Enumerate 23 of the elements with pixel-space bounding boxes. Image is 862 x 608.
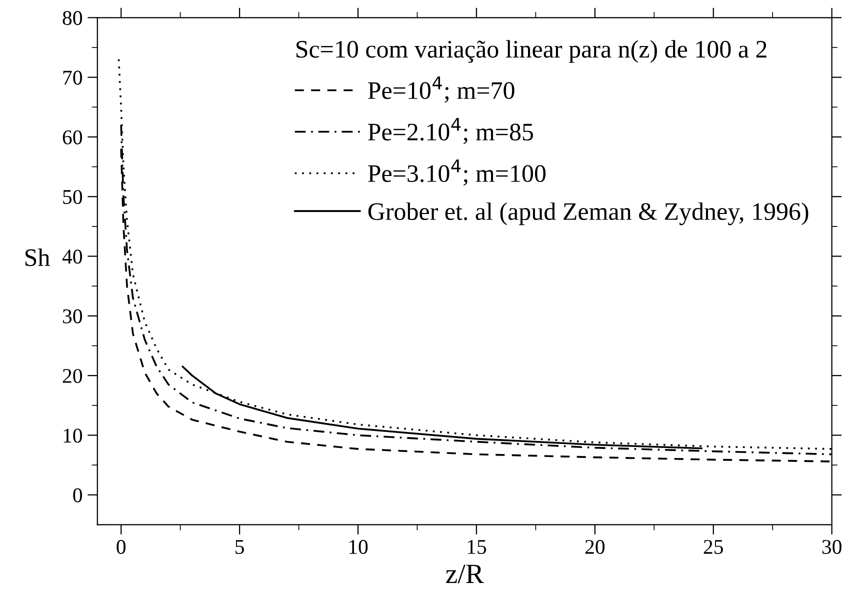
y-tick-label: 30 <box>62 309 82 324</box>
legend-label: Pe=3.10$^{4}$; m=100 <box>368 159 546 186</box>
y-tick-label: 20 <box>62 368 82 383</box>
y-tick-label: 10 <box>64 428 82 443</box>
x-tick-label: 25 <box>704 540 723 554</box>
y-tick-label: 50 <box>63 190 82 204</box>
x-tick-label: 10 <box>349 540 368 554</box>
y-tick-label: 80 <box>62 11 82 26</box>
x-tick-label: 0 <box>116 540 126 554</box>
legend-label: Pe=2.10$^{4}$; m=85 <box>368 118 534 144</box>
y-tick-label: 40 <box>62 250 82 264</box>
x-axis-title: z/R <box>446 564 484 584</box>
x-tick-label: 30 <box>822 540 842 554</box>
y-tick-label: 60 <box>62 130 82 144</box>
legend-label: Grober et. al (apud Zeman & Zydney, 1996) <box>368 202 808 226</box>
legend-title: Sc=10 com variação linear para n(z) de 100 a 2 <box>296 40 766 63</box>
legend-label: Pe=10$^{4}$; m=70 <box>368 76 514 103</box>
x-tick-label: 15 <box>468 540 486 554</box>
x-tick-label: 5 <box>236 540 244 554</box>
y-axis-title: Sh <box>25 248 50 266</box>
y-tick-label: 70 <box>63 70 82 85</box>
y-tick-label: 0 <box>73 488 82 502</box>
x-tick-label: 20 <box>585 540 605 554</box>
